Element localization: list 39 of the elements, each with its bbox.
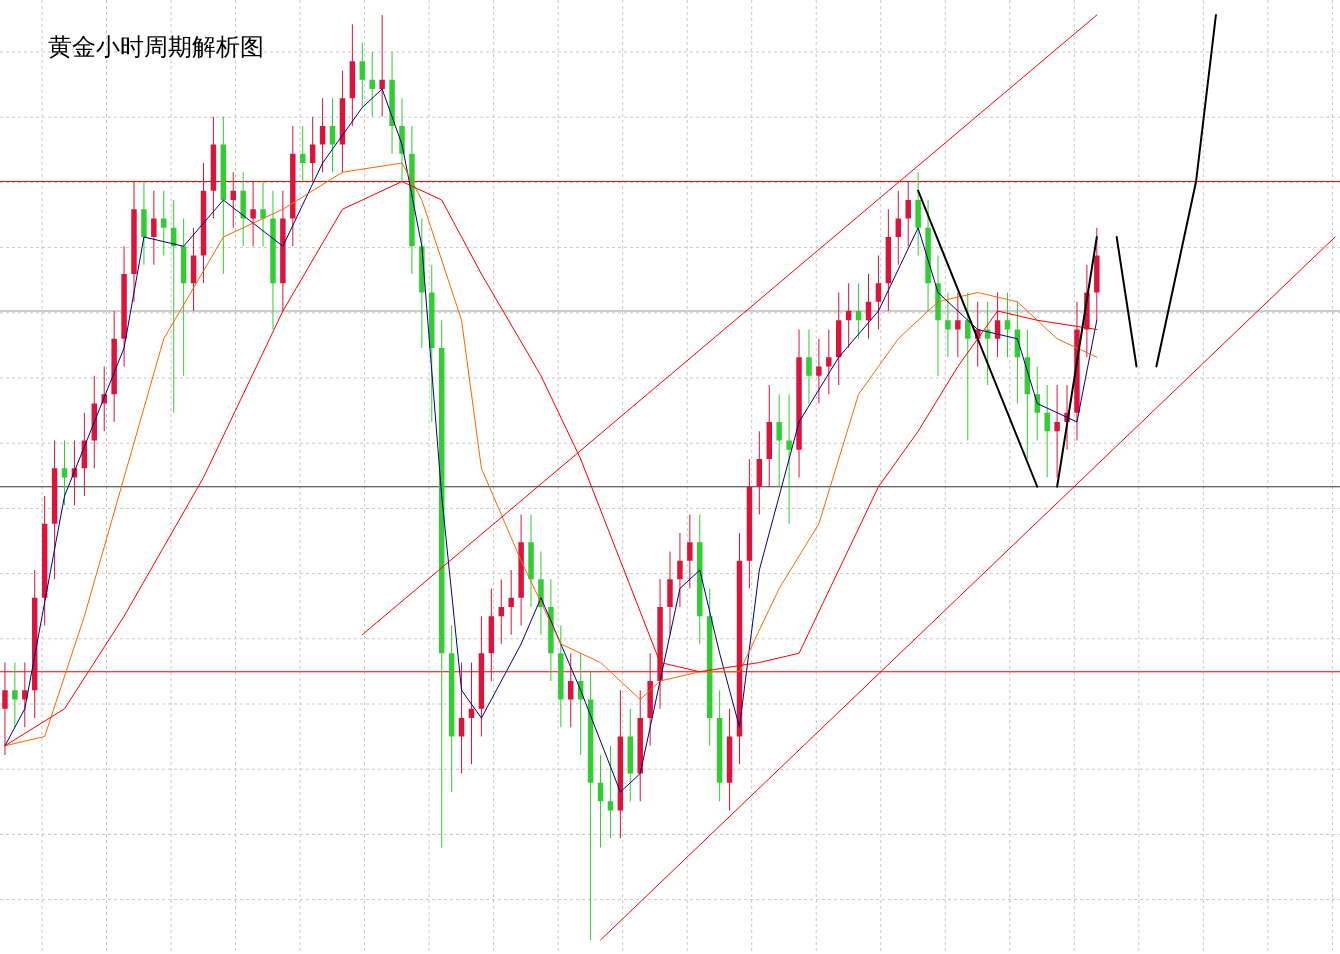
candlestick	[319, 97, 326, 173]
candlestick	[61, 440, 68, 506]
candlestick	[498, 578, 504, 645]
candlestick	[329, 97, 336, 173]
text: 黄金小时周期解析图	[48, 33, 264, 61]
candlestick	[300, 125, 306, 182]
candlestick	[151, 190, 157, 266]
candlestick	[161, 190, 167, 256]
candlestick	[1004, 292, 1011, 358]
candlestick	[677, 532, 683, 608]
candlestick	[379, 14, 385, 118]
candlestick	[905, 181, 911, 247]
candlestick	[816, 338, 822, 404]
candlestick	[568, 652, 574, 728]
candlestick	[845, 282, 852, 349]
candlestick	[230, 171, 236, 229]
candlestick	[607, 745, 614, 839]
candlestick	[786, 393, 792, 525]
candlestick	[965, 292, 971, 441]
candlestick	[458, 662, 465, 774]
candlestick	[260, 181, 266, 247]
candlestick	[1054, 384, 1060, 478]
candlestick	[1044, 384, 1050, 478]
candlestick	[508, 569, 514, 636]
candlestick	[2, 662, 8, 756]
candlestick	[826, 329, 832, 395]
candlestick	[369, 51, 375, 118]
candlestick	[250, 181, 256, 247]
candlestick	[22, 662, 28, 728]
candlestick	[875, 255, 882, 330]
candlestick	[468, 662, 475, 765]
candlestick	[855, 282, 862, 340]
candlestick	[945, 292, 951, 358]
candlestick	[12, 662, 18, 728]
candlestick	[359, 42, 366, 108]
candlestick	[806, 329, 812, 404]
candlestick	[687, 514, 693, 589]
candlestick	[776, 393, 782, 488]
candlestick	[955, 292, 961, 358]
